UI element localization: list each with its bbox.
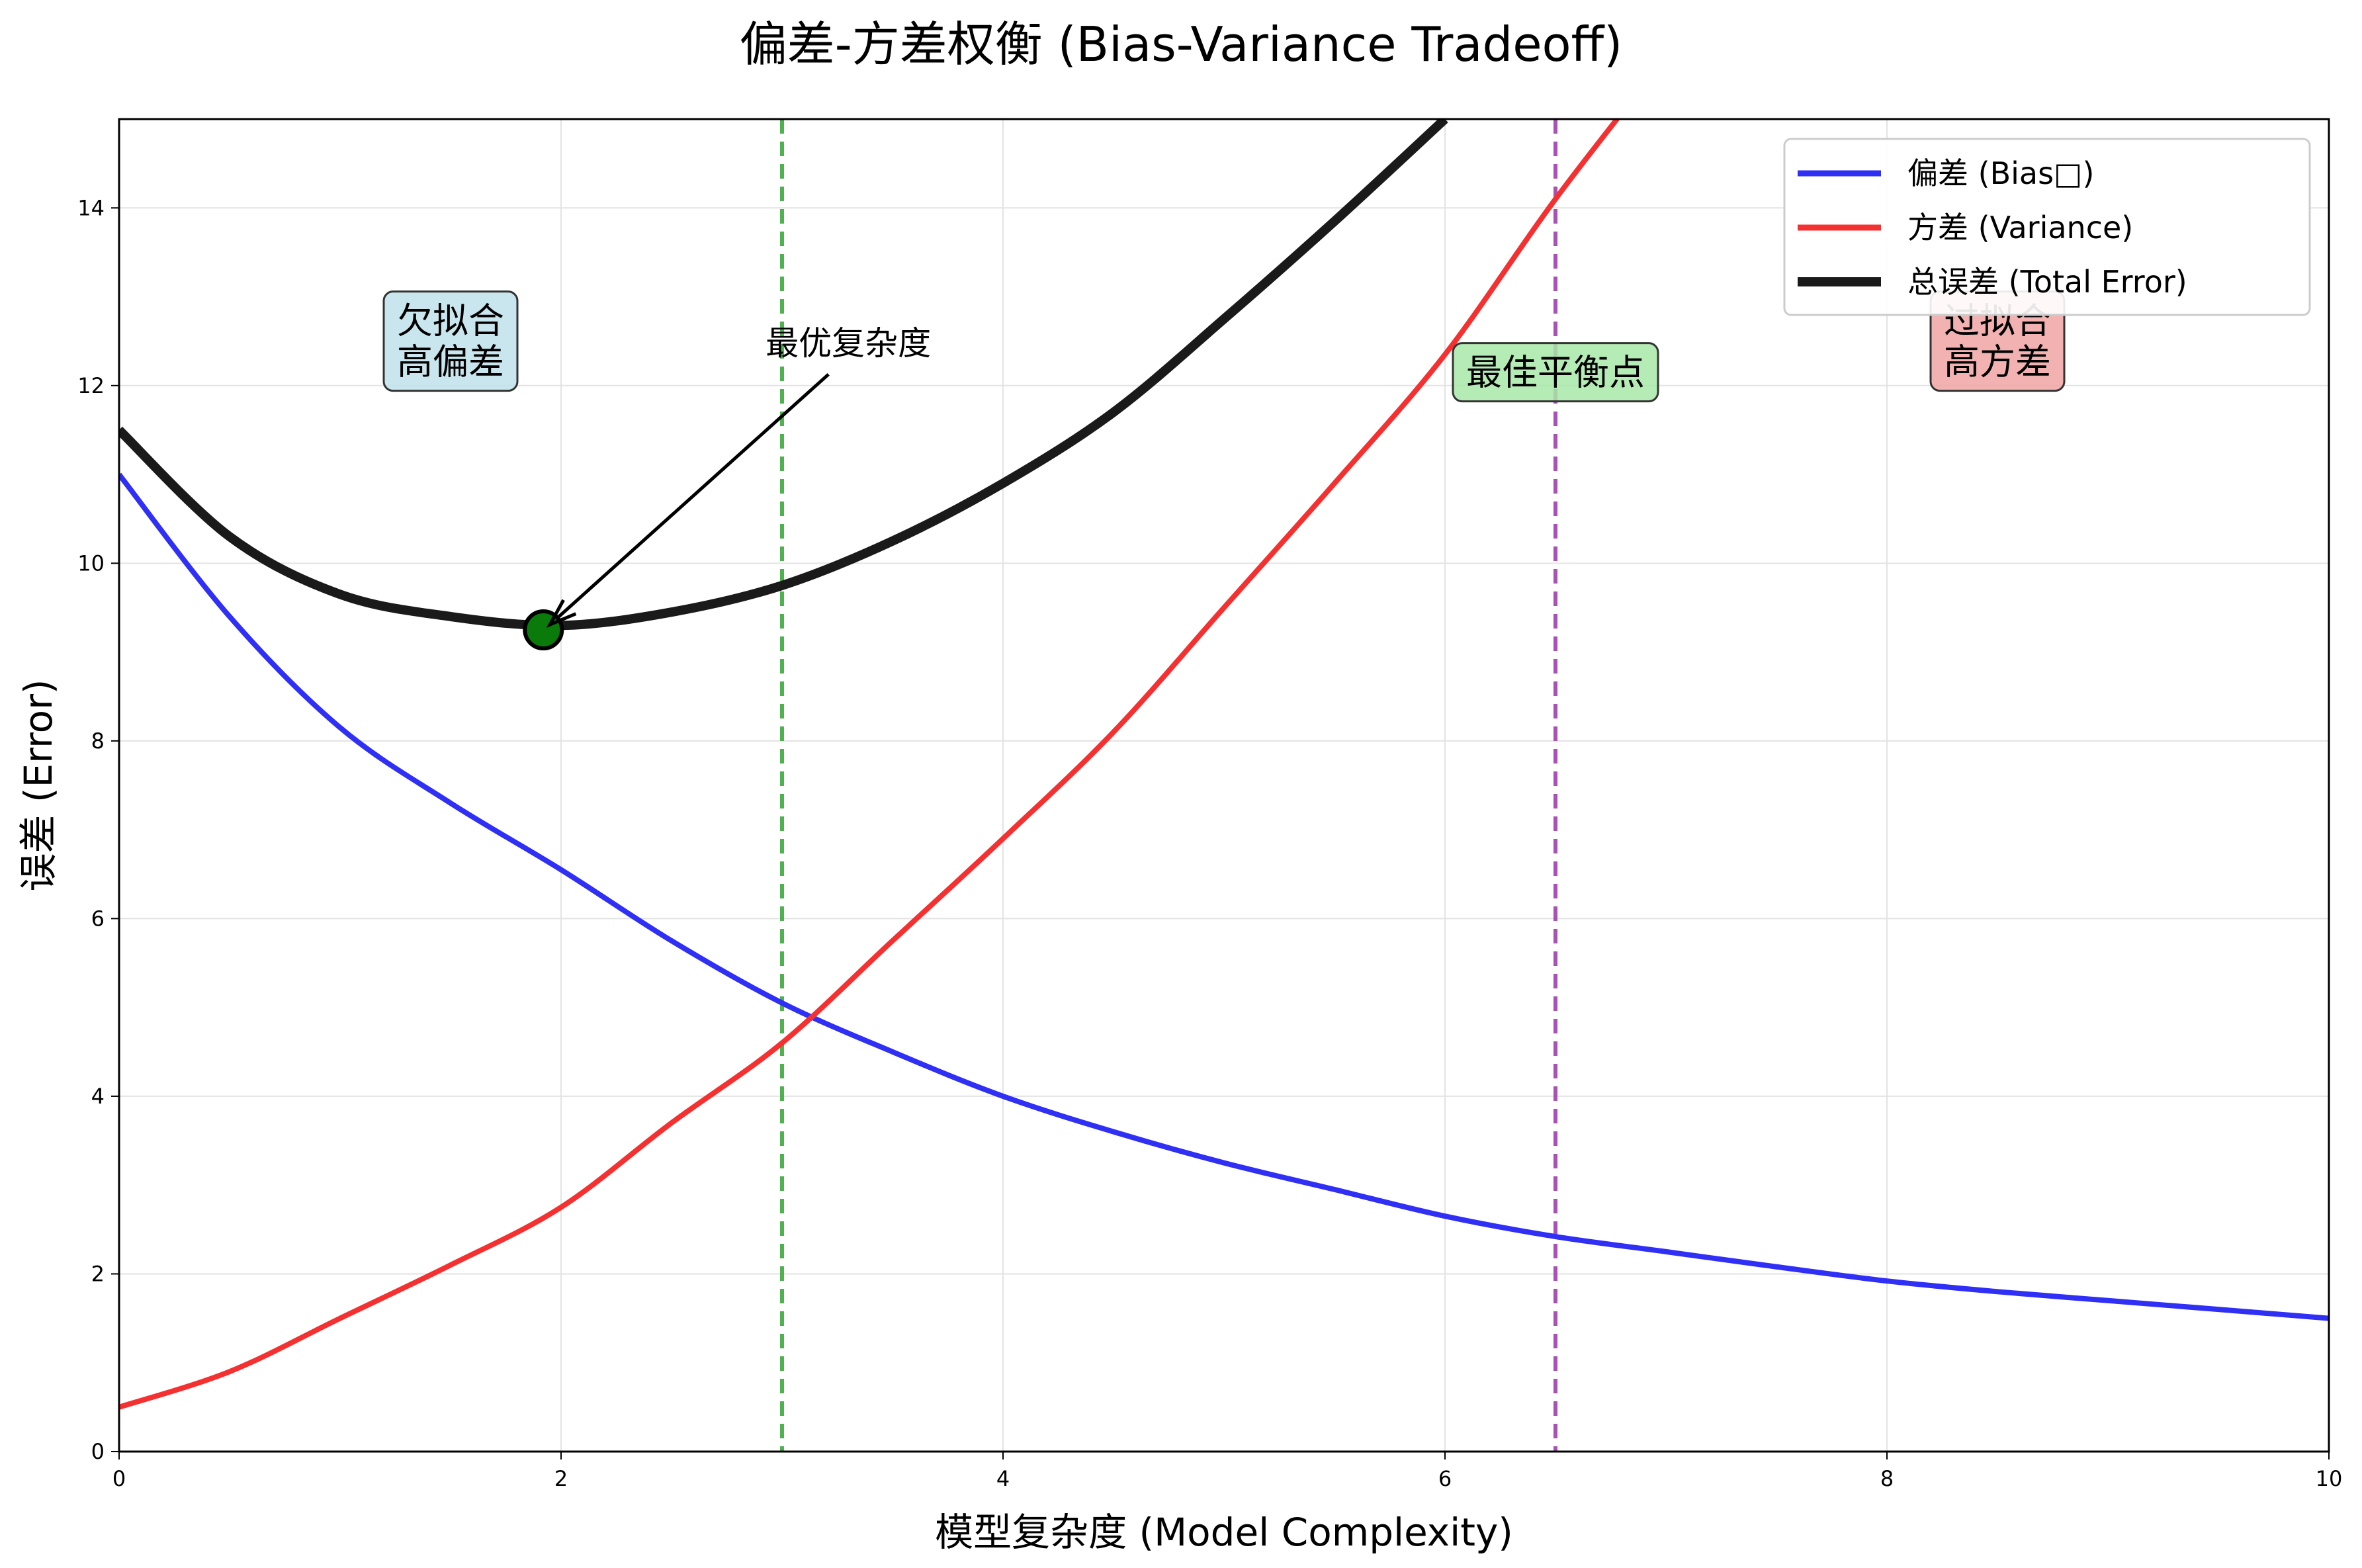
legend: 偏差 (Bias□) 方差 (Variance) 总误差 (Total Erro…: [1783, 138, 2311, 316]
text-box-0: [382, 290, 519, 392]
x-tick-label: 8: [1880, 1466, 1894, 1491]
text-box-label: 欠拟合: [397, 300, 504, 342]
y-axis-label: 误差 (Error): [16, 679, 61, 891]
legend-label-total: 总误差 (Total Error): [1907, 264, 2187, 300]
y-tick-label: 8: [91, 728, 105, 754]
y-tick-label: 0: [91, 1439, 105, 1464]
optimum-point-layer: [523, 609, 564, 651]
x-tick-label: 6: [1438, 1466, 1452, 1491]
annotation-optimal-complexity: 最优复杂度: [765, 324, 931, 363]
series-line-variance: [119, 119, 1621, 1410]
legend-label-bias: 偏差 (Bias□): [1907, 155, 2094, 191]
series-line-total-error: [119, 119, 1448, 631]
x-tick-label: 10: [2316, 1466, 2343, 1491]
vertical-reference-lines: [780, 119, 1557, 1452]
series-lines: [119, 119, 2329, 1410]
chart-title: 偏差-方差权衡 (Bias-Variance Tradeoff): [740, 17, 1623, 72]
y-tick-label: 14: [77, 195, 105, 220]
y-tick-label: 6: [91, 906, 105, 931]
text-box-1: [1452, 342, 1659, 403]
plot-frame: [118, 118, 2330, 1453]
y-tick-label: 4: [91, 1084, 105, 1109]
axis-ticks: 0 2 4 6 8 10 0 2 4 6 8 10 12 14: [77, 195, 2342, 1491]
legend-box: [1783, 138, 2311, 316]
text-box-label: 最佳平衡点: [1466, 352, 1645, 394]
text-box-label: 高方差: [1944, 341, 2051, 383]
optimum-point: [523, 609, 564, 651]
y-tick-label: 12: [77, 373, 105, 398]
text-box-label: 高偏差: [397, 341, 504, 383]
legend-label-variance: 方差 (Variance): [1907, 210, 2133, 245]
y-tick-label: 2: [91, 1261, 105, 1286]
x-tick-label: 2: [554, 1466, 568, 1491]
series-line-bias: [119, 472, 2329, 1321]
x-tick-label: 4: [996, 1466, 1010, 1491]
y-tick-label: 10: [77, 550, 105, 576]
annotation-arrowhead: [546, 599, 577, 629]
x-axis-label: 模型复杂度 (Model Complexity): [935, 1510, 1513, 1555]
annotation-arrow: [557, 372, 830, 618]
x-tick-label: 0: [112, 1466, 126, 1491]
